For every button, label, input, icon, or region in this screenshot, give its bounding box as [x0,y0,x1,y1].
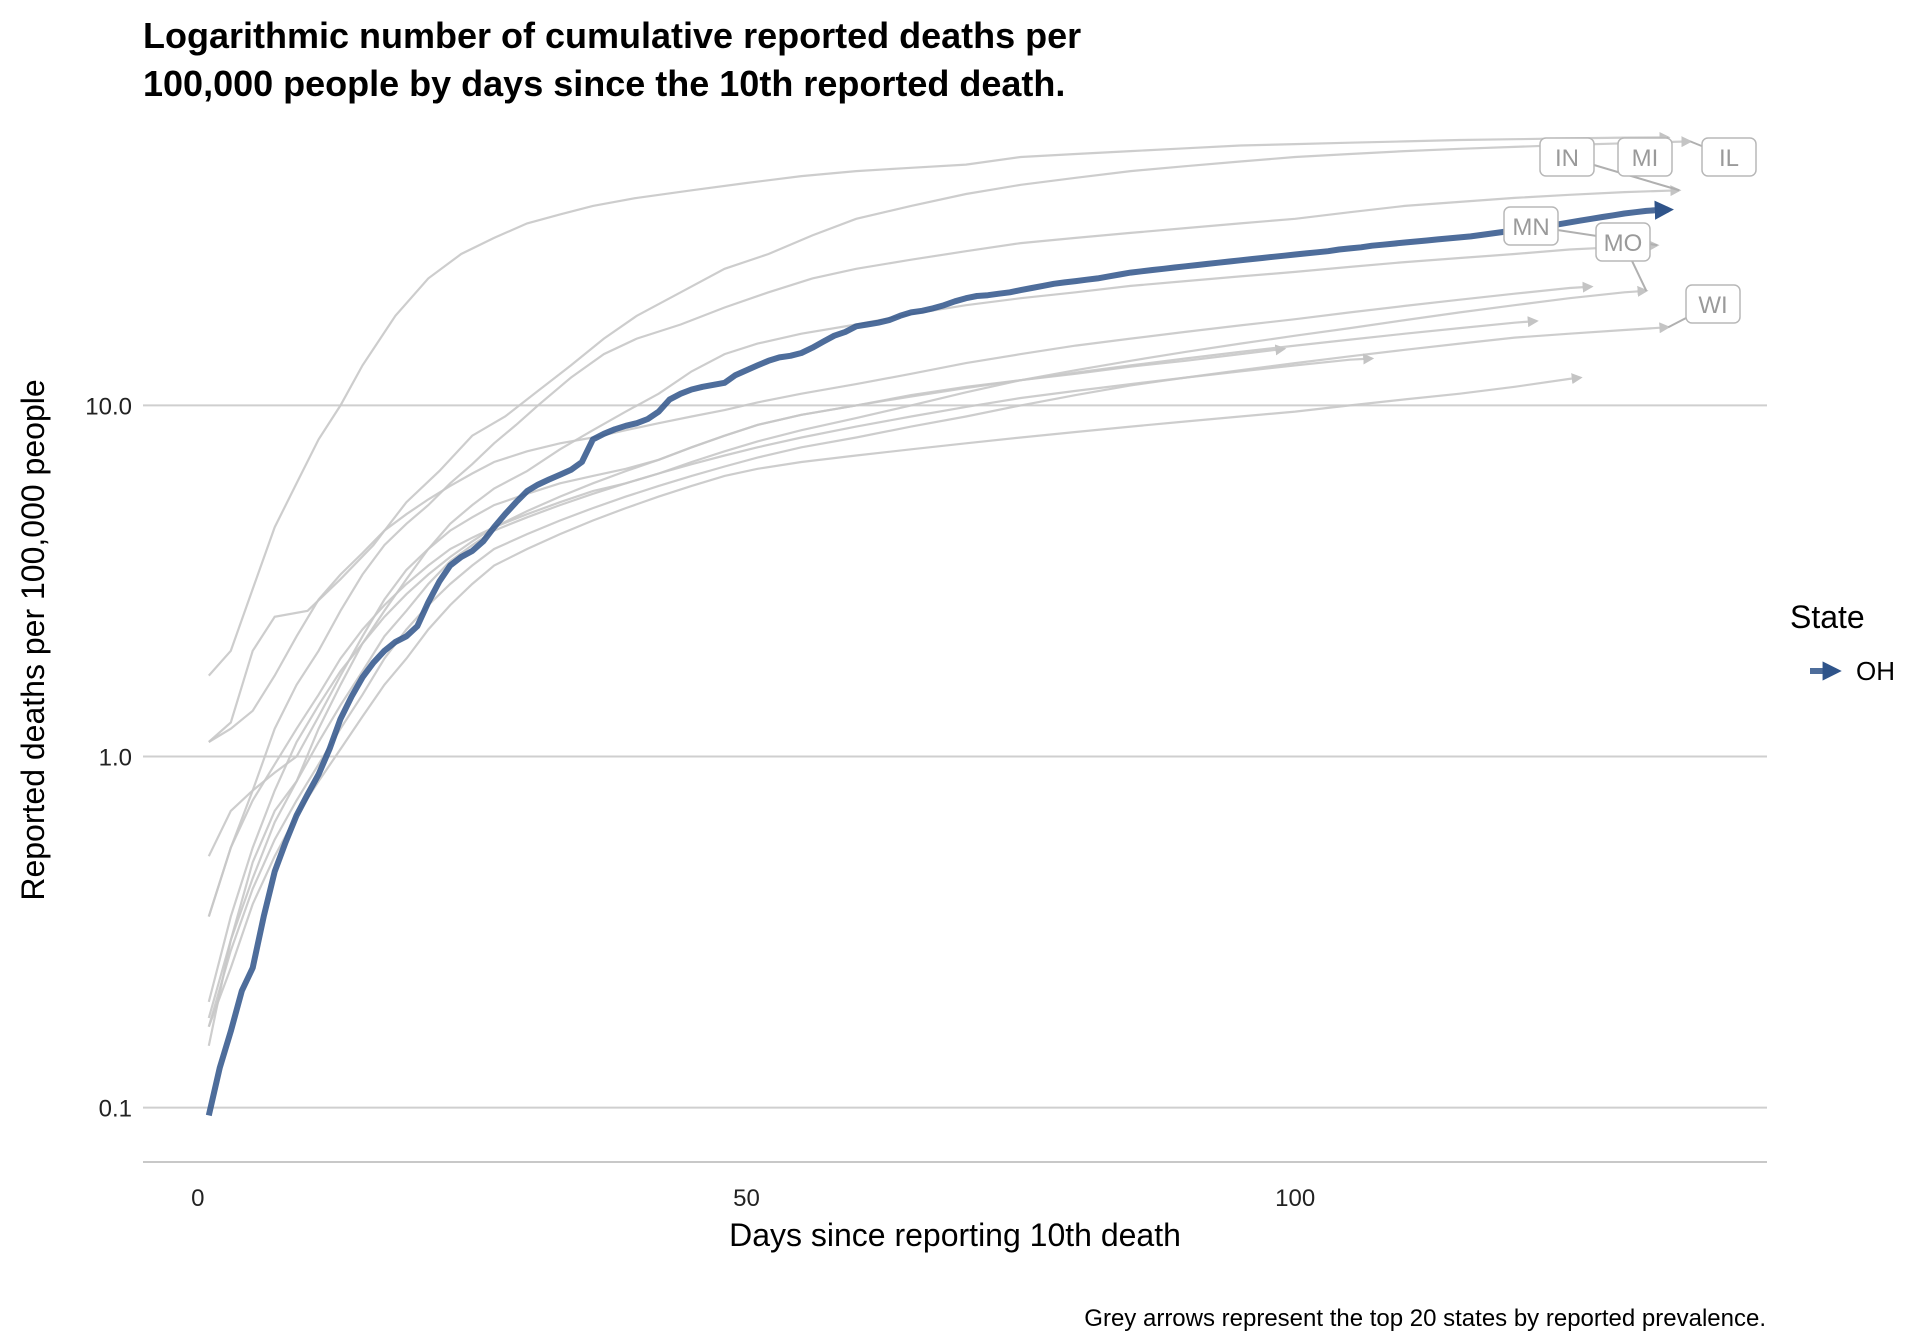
state-label-box [1539,137,1595,177]
state-label-box [1685,284,1741,324]
y-axis-title: Reported deaths per 100,000 people [15,379,51,900]
state-label-in: IN [1539,137,1595,177]
y-tick-labels: 0.1 1.0 10.0 [85,393,132,1122]
state-label-il: IL [1701,137,1757,177]
state-labels-group: IN MI IL MN MO WI [1503,137,1757,324]
state-label-text: IN [1555,145,1579,172]
x-tick-label: 100 [1275,1185,1315,1212]
y-tick-label: 10.0 [85,393,132,420]
legend-label-oh: OH [1856,656,1895,686]
context-series-line [207,240,1660,1019]
state-label-box [1595,222,1651,262]
state-label-text: MI [1632,145,1659,172]
context-series-line [207,131,1671,677]
x-tick-labels: 0 50 100 [191,1185,1315,1212]
state-label-box [1617,137,1673,177]
context-series-line [207,344,1287,857]
context-series-line [208,281,1594,743]
context-series-group [207,131,1693,1047]
context-series-line [207,373,1583,1028]
state-label-mn: MN [1503,206,1559,246]
y-tick-label: 0.1 [99,1096,132,1123]
state-label-box [1503,206,1559,246]
chart-caption: Grey arrows represent the top 20 states … [1084,1305,1766,1332]
state-label-wi: WI [1685,284,1741,324]
grid-lines [143,404,1767,1109]
context-series-line [207,322,1671,1028]
chart-title-line-1: Logarithmic number of cumulative reporte… [143,15,1081,56]
state-label-mi: MI [1617,137,1673,177]
state-label-text: MN [1512,214,1549,241]
context-series-line [207,316,1539,1003]
chart-title-line-2: 100,000 people by days since the 10th re… [143,63,1065,104]
x-axis-title: Days since reporting 10th death [729,1217,1181,1253]
x-tick-label: 0 [191,1185,204,1212]
highlight-series-group [205,200,1674,1117]
legend-item-oh: OH [1810,656,1895,686]
series-line-oh [205,200,1674,1117]
y-tick-label: 1.0 [99,745,132,772]
state-label-text: MO [1604,230,1643,257]
x-tick-label: 50 [733,1185,760,1212]
context-series-line [207,353,1375,917]
context-series-line [208,136,1693,743]
state-label-text: IL [1719,145,1739,172]
context-series-line [207,185,1682,917]
context-series-line [207,285,1649,1047]
legend-title: State [1790,599,1865,635]
state-label-mo: MO [1595,222,1651,262]
state-label-text: WI [1698,292,1727,319]
state-label-box [1701,137,1757,177]
